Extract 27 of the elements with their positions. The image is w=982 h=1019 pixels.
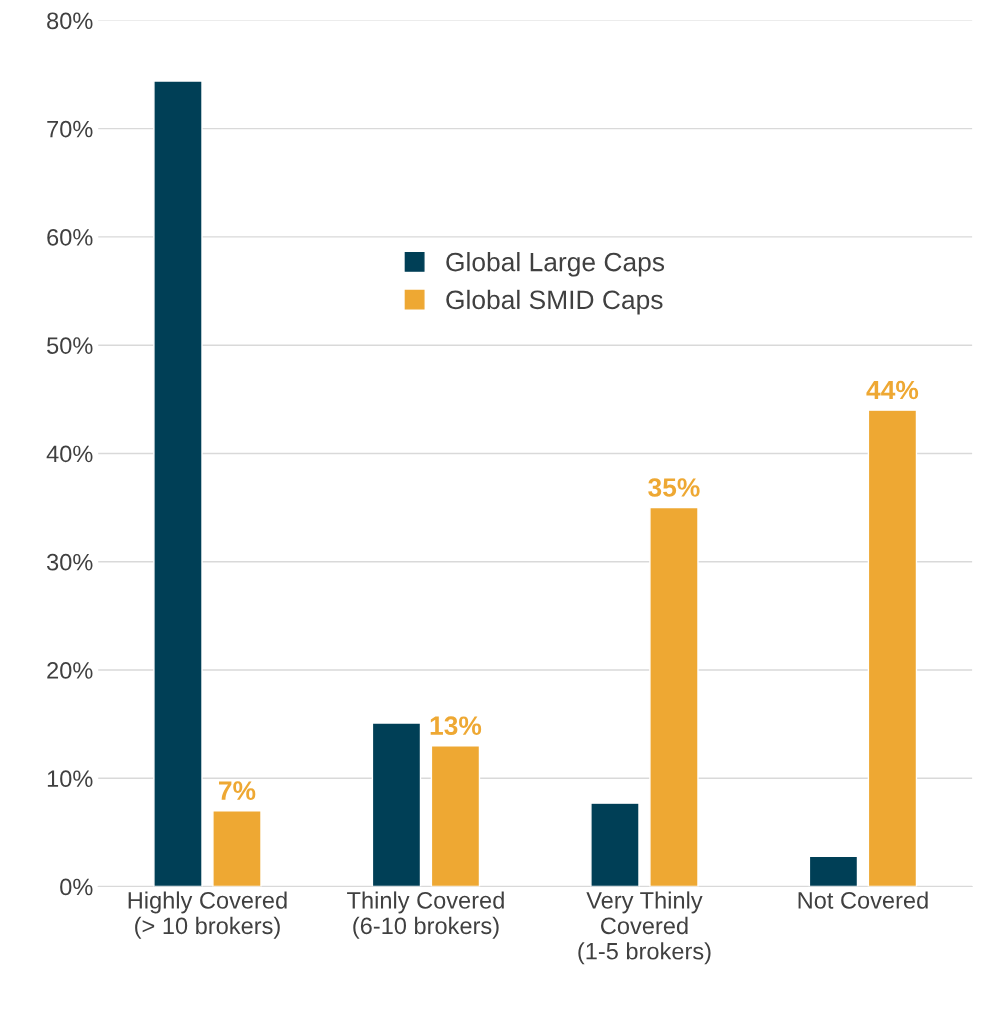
y-tick-label: 40%	[46, 445, 93, 463]
bar	[212, 810, 262, 887]
y-tick-label: 50%	[47, 337, 93, 354]
data-label: 7%	[219, 781, 256, 800]
y-tick-label: 20%	[47, 662, 93, 679]
bar	[371, 722, 422, 887]
y-tick-label: 80%	[47, 12, 93, 30]
legend-label: Global SMID Caps	[446, 289, 663, 315]
data-label: 44%	[866, 380, 919, 400]
bar	[867, 409, 918, 887]
y-tick-label: 60%	[47, 228, 93, 246]
y-tick-label: 70%	[47, 120, 93, 138]
bar	[590, 802, 640, 887]
bar	[649, 506, 699, 887]
x-tick-label: Thinly Covered (6-10 brokers)	[347, 891, 504, 939]
x-tick-label: Very Thinly Covered (1-5 brokers)	[578, 891, 711, 965]
x-tick-label: Not Covered	[798, 891, 928, 909]
y-tick-label: 10%	[47, 770, 93, 788]
bar	[153, 80, 203, 887]
y-tick-label: 30%	[46, 553, 93, 571]
bar	[808, 855, 859, 887]
data-label: 35%	[648, 478, 700, 497]
bar	[430, 745, 481, 887]
y-tick-label: 0%	[60, 878, 93, 896]
legend-label: Global Large Caps	[446, 252, 665, 277]
x-tick-label: Highly Covered (> 10 brokers)	[128, 891, 287, 939]
data-label: 13%	[430, 716, 482, 736]
